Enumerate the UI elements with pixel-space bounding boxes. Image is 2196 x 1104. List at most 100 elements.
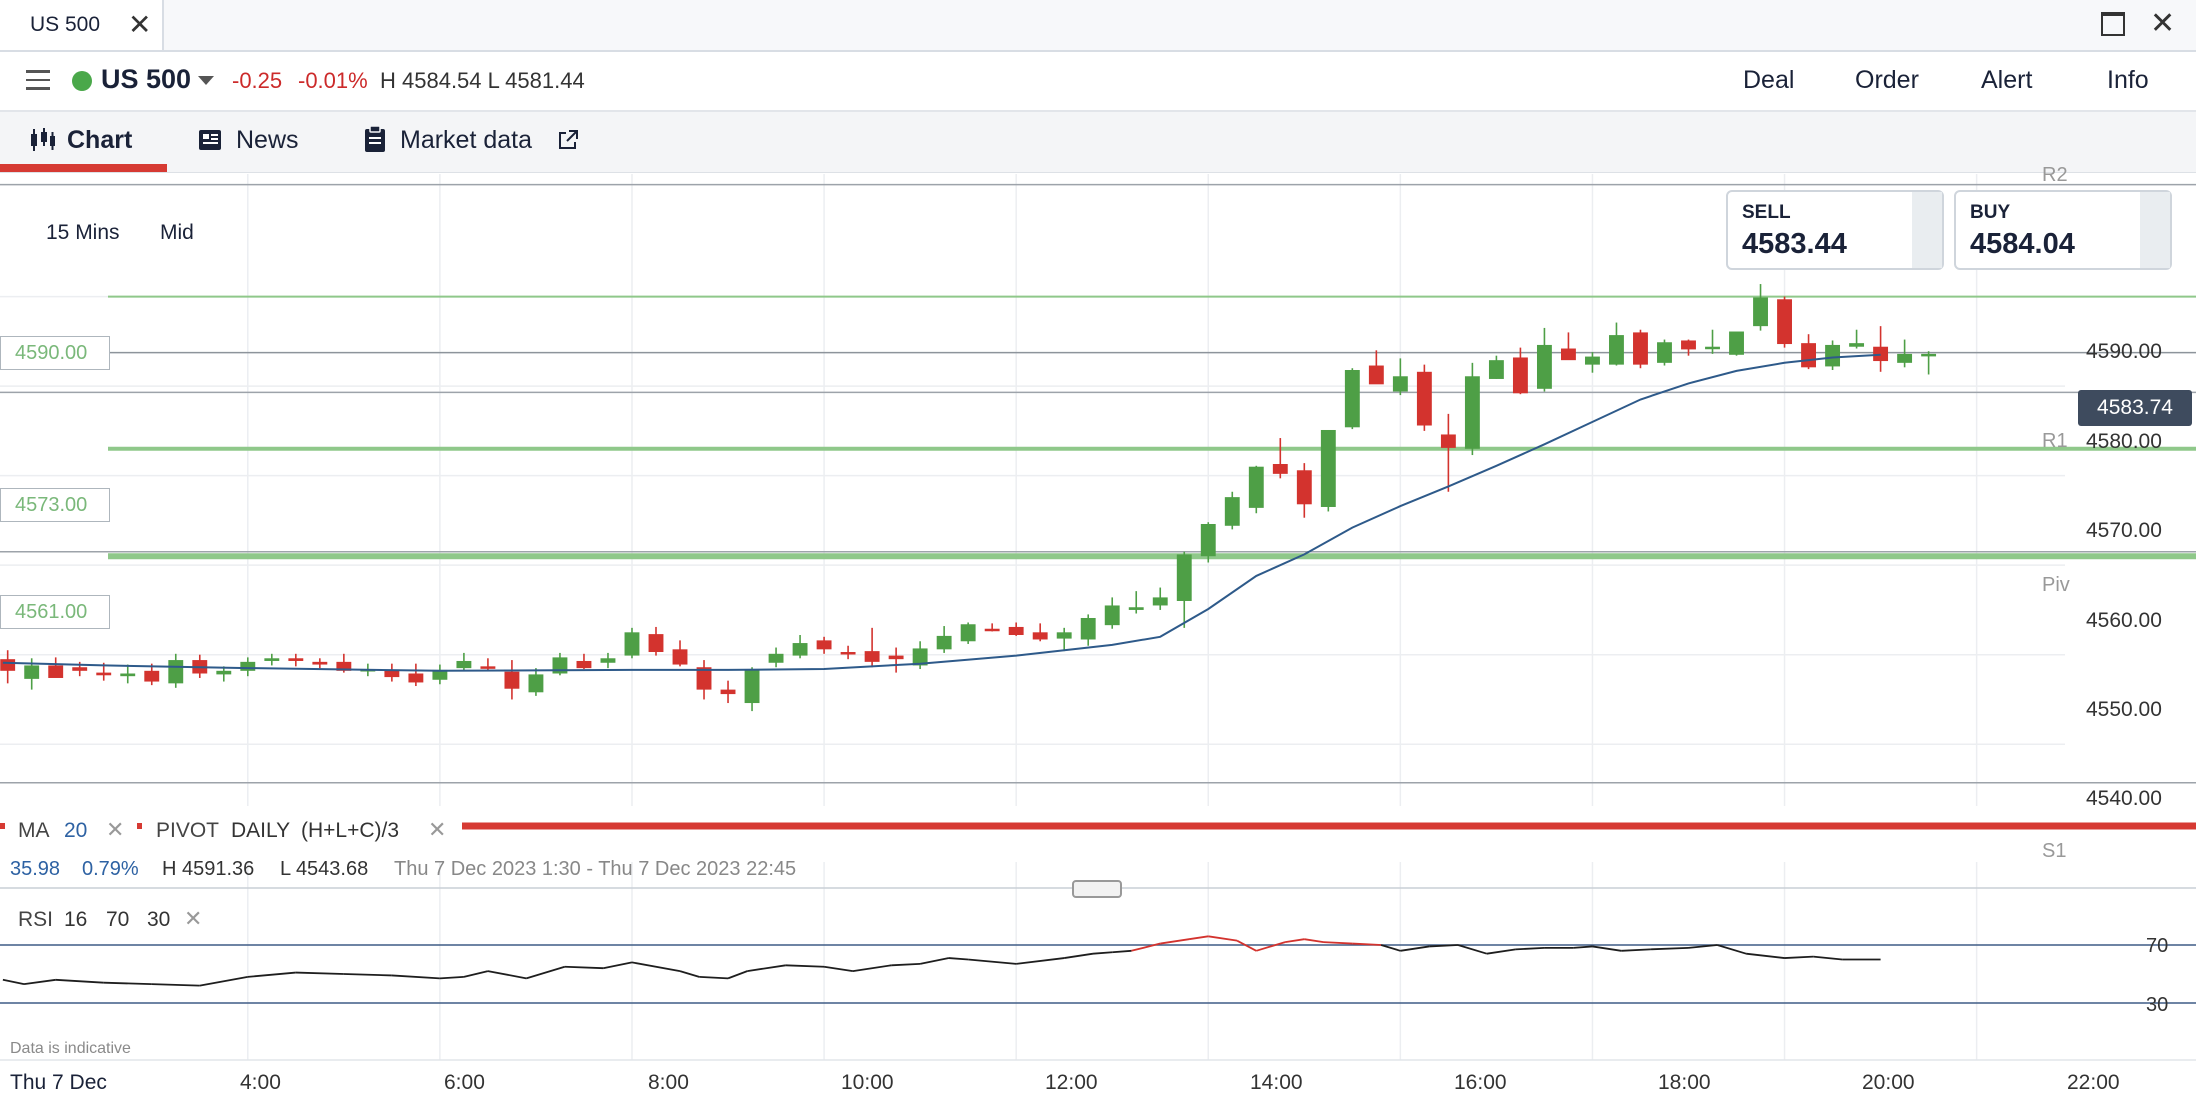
rsi-indicator-label[interactable]: RSI xyxy=(18,908,54,931)
price-change: -0.25 xyxy=(232,68,283,93)
buy-button[interactable]: BUY 4584.04 xyxy=(1954,190,2172,270)
pivot-indicator-label[interactable]: PIVOT xyxy=(156,819,220,842)
indicator-bar-bg xyxy=(0,806,2196,862)
rsi-segment xyxy=(463,970,489,978)
window-tab[interactable] xyxy=(0,0,164,50)
x-tick-label: 10:00 xyxy=(841,1071,894,1094)
rsi-upper[interactable]: 70 xyxy=(106,908,130,931)
candle-body xyxy=(1368,365,1384,385)
pivot-formula[interactable]: (H+L+C)/3 xyxy=(301,819,400,842)
rsi-segment xyxy=(968,958,1017,965)
candle-body xyxy=(504,671,520,689)
external-link-icon[interactable] xyxy=(557,129,579,151)
instrument-name[interactable]: US 500 xyxy=(101,64,192,94)
tab-close-icon[interactable]: ✕ xyxy=(128,9,152,40)
market-open-status-icon xyxy=(72,71,92,91)
rsi-segment xyxy=(1092,951,1113,955)
rsi-segment xyxy=(1380,944,1401,952)
rsi-segment xyxy=(487,970,527,980)
info-button[interactable]: Info xyxy=(2107,66,2149,94)
buy-price: 4584.04 xyxy=(1970,228,2075,260)
remove-rsi-icon[interactable]: ✕ xyxy=(184,906,203,931)
candle-body xyxy=(1825,344,1841,367)
candle-body xyxy=(264,658,280,661)
candle-body xyxy=(1320,429,1336,507)
candle-body xyxy=(240,661,256,671)
rsi-lower[interactable]: 30 xyxy=(147,908,171,931)
x-axis-date: Thu 7 Dec xyxy=(10,1071,107,1094)
ma-indicator-label[interactable]: MA xyxy=(18,819,50,842)
y-tick-label: 4570.00 xyxy=(2086,519,2162,542)
level-box-4573[interactable]: 4573.00 xyxy=(0,488,110,522)
candle-body xyxy=(1176,554,1192,601)
rsi-segment xyxy=(1016,957,1065,965)
maximize-icon[interactable] xyxy=(2101,12,2125,36)
rsi-segment xyxy=(1688,944,1718,949)
ma-line xyxy=(2,353,1881,672)
rsi-period[interactable]: 16 xyxy=(64,908,88,931)
remove-pivot-icon[interactable]: ✕ xyxy=(428,817,447,842)
rsi-segment xyxy=(1352,942,1382,946)
rsi-segment xyxy=(295,971,344,975)
candle-body xyxy=(648,634,664,653)
alert-button[interactable]: Alert xyxy=(1981,66,2033,94)
sell-button[interactable]: SELL 4583.44 xyxy=(1726,190,1944,270)
deal-button[interactable]: Deal xyxy=(1743,66,1795,94)
rsi-segment xyxy=(199,976,248,987)
tab-news[interactable]: News xyxy=(236,126,299,154)
price-type-selector[interactable]: Mid xyxy=(160,221,194,244)
candle-body xyxy=(840,652,856,655)
pivot-s1-label: S1 xyxy=(2042,840,2067,862)
price-chart[interactable] xyxy=(0,174,2196,1104)
candle-body xyxy=(312,661,328,665)
rsi-segment xyxy=(823,965,854,972)
rsi-segment xyxy=(602,961,633,970)
candle-body xyxy=(408,673,424,683)
candle-body xyxy=(1344,370,1360,428)
level-box-4561[interactable]: 4561.00 xyxy=(0,595,110,629)
candle-body xyxy=(48,665,64,678)
candle-body xyxy=(792,643,808,656)
rsi-segment xyxy=(1515,947,1545,951)
candle-body xyxy=(456,660,472,669)
tab-market-data[interactable]: Market data xyxy=(400,126,533,154)
candle-body xyxy=(1224,497,1240,526)
tab-chart[interactable]: Chart xyxy=(67,126,133,154)
stat-high: H 4591.36 xyxy=(162,858,255,880)
x-tick-label: 20:00 xyxy=(1862,1071,1915,1094)
ma-period[interactable]: 20 xyxy=(64,819,88,842)
candle-body xyxy=(960,624,976,642)
hamburger-menu-icon[interactable] xyxy=(26,70,50,90)
rsi-segment xyxy=(1784,955,1814,959)
candle-body xyxy=(1056,632,1072,639)
rsi-panel xyxy=(0,935,2196,1004)
rsi-segment xyxy=(919,957,950,965)
candlestick-icon xyxy=(31,128,55,151)
rsi-segment xyxy=(1284,938,1305,943)
order-button[interactable]: Order xyxy=(1855,66,1919,94)
rsi-segment xyxy=(699,976,729,980)
chevron-down-icon[interactable] xyxy=(198,76,214,85)
chart-grid xyxy=(0,174,2196,1061)
rsi-70-label: 70 xyxy=(2146,935,2169,957)
stat-change: 35.98 xyxy=(10,858,61,880)
rsi-segment xyxy=(1323,941,1353,945)
candle-body xyxy=(144,670,160,682)
candle-body xyxy=(912,648,928,666)
candle-body xyxy=(696,667,712,690)
pivot-period[interactable]: DAILY xyxy=(231,819,291,842)
level-box-4590[interactable]: 4590.00 xyxy=(0,336,110,370)
view-tabs xyxy=(0,112,2196,173)
panel-resize-handle[interactable] xyxy=(1072,880,1122,898)
candle-body xyxy=(1104,605,1120,626)
candle-body xyxy=(0,659,16,671)
remove-ma-icon[interactable]: ✕ xyxy=(106,817,125,842)
rsi-segment xyxy=(1236,939,1257,952)
rsi-segment xyxy=(1592,945,1622,952)
sell-label: SELL xyxy=(1742,202,1791,223)
window-close-icon[interactable]: ✕ xyxy=(2150,7,2176,40)
high-low: H 4584.54 L 4581.44 xyxy=(380,68,585,93)
candle-body xyxy=(1032,632,1048,640)
candle-body xyxy=(1657,342,1672,363)
timeframe-selector[interactable]: 15 Mins xyxy=(46,221,120,244)
